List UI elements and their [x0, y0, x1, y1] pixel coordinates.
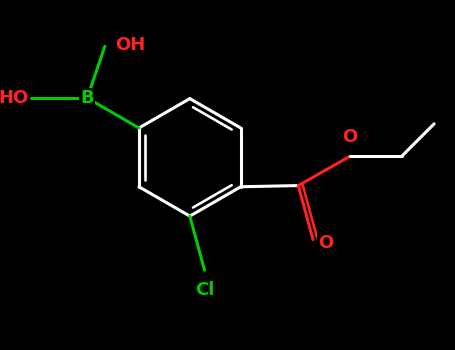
Text: HO: HO: [0, 89, 29, 107]
Text: O: O: [343, 128, 358, 146]
Text: B: B: [81, 89, 94, 107]
Text: OH: OH: [116, 36, 146, 54]
Text: O: O: [318, 233, 334, 252]
Text: Cl: Cl: [195, 281, 214, 299]
